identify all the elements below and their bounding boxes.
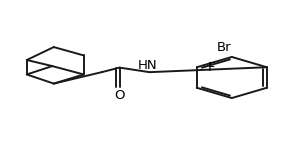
Text: F: F	[208, 61, 216, 74]
Text: Br: Br	[217, 41, 232, 54]
Text: O: O	[114, 89, 125, 102]
Text: HN: HN	[138, 59, 158, 72]
